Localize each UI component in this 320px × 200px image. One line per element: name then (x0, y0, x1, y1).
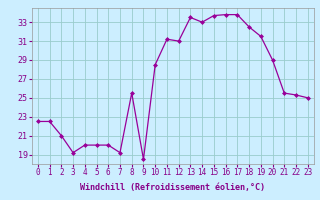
X-axis label: Windchill (Refroidissement éolien,°C): Windchill (Refroidissement éolien,°C) (80, 183, 265, 192)
